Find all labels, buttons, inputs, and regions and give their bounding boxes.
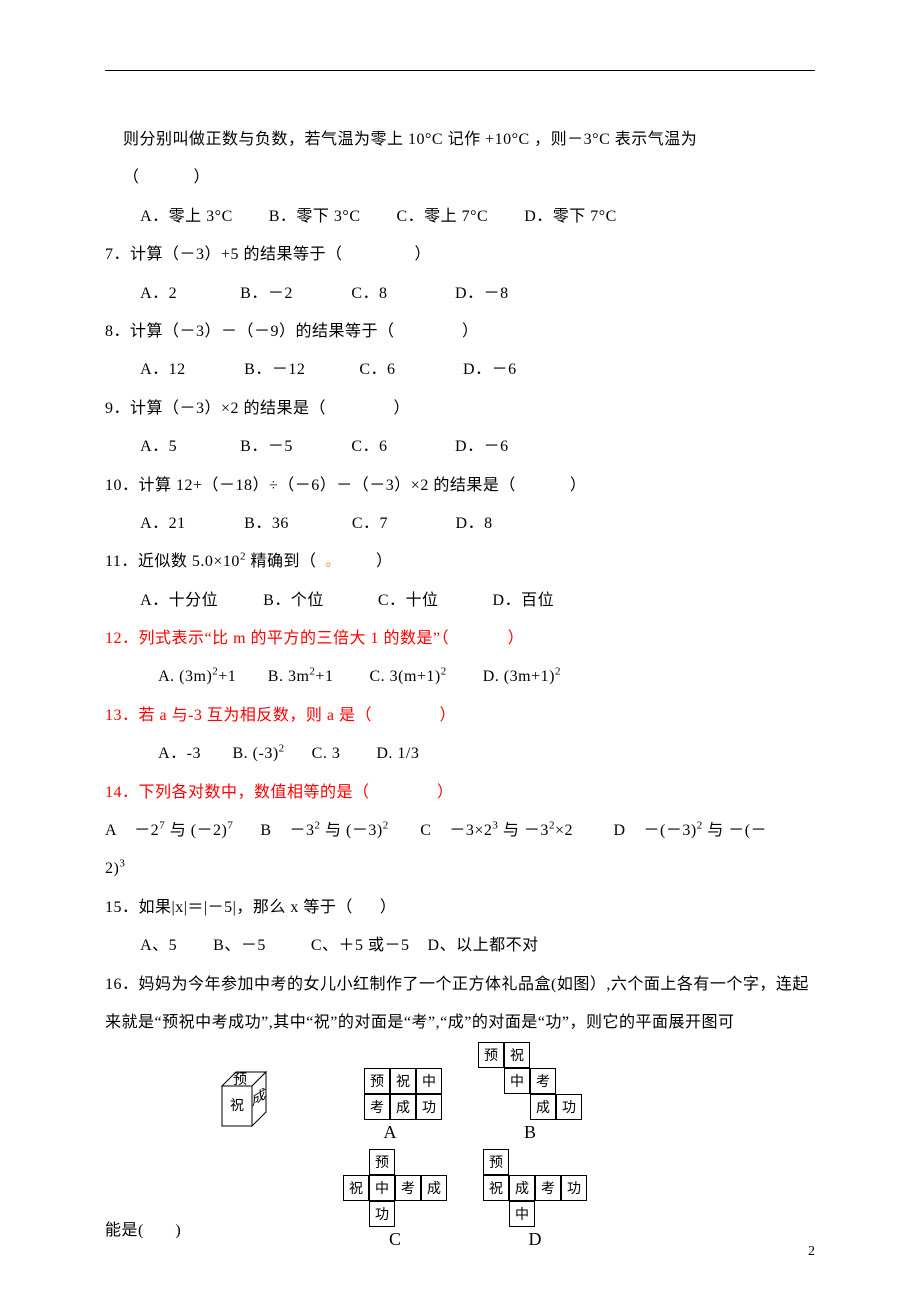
q16-stem-1: 16．妈妈为今年参加中考的女儿小红制作了一个正方体礼品盒(如图）,六个面上各有一… <box>105 966 815 1004</box>
q10-stem: 10．计算 12+（－18）÷（－6）－（－3）×2 的结果是（ ） <box>105 467 815 505</box>
q8-stem: 8．计算（－3）－（－9）的结果等于（ ） <box>105 313 815 351</box>
q15-opts: A、5 B、－5 C、＋5 或－5 D、以上都不对 <box>105 927 815 965</box>
net-c: 预 祝中考成 功 C <box>343 1149 447 1250</box>
q16-stem-2: 来就是“预祝中考成功”,其中“祝”的对面是“考”,“成”的对面是“功”，则它的平… <box>105 1004 815 1042</box>
q14-opts-1: A －27 与 (－2)7 B －32 与 (－3)2 C －3×23 与 －3… <box>105 812 815 850</box>
q12-opts: A. (3m)2+1 B. 3m2+1 C. 3(m+1)2 D. (3m+1)… <box>105 658 815 696</box>
svg-text:预: 预 <box>233 1072 247 1088</box>
q13-opts: A．-3 B. (-3)2 C. 3 D. 1/3 <box>105 735 815 773</box>
q6-opts: A．零上 3°C B．零下 3°C C．零上 7°C D．零下 7°C <box>105 198 815 236</box>
q7-stem: 7．计算（－3）+5 的结果等于（ ） <box>105 236 815 274</box>
page-top-rule <box>105 70 815 71</box>
svg-text:祝: 祝 <box>230 1098 244 1114</box>
q9-stem: 9．计算（－3）×2 的结果是（ ） <box>105 390 815 428</box>
page-number: 2 <box>808 1244 815 1260</box>
q14-stem: 14．下列各对数中，数值相等的是（ ） <box>105 774 815 812</box>
q10-opts: A．21 B．36 C．7 D．8 <box>105 505 815 543</box>
q12-stem: 12．列式表示“比 m 的平方的三倍大 1 的数是”（ ） <box>105 620 815 658</box>
figure-area: 预 祝 成 预祝中 考成功 A 预祝 中 <box>210 1042 815 1250</box>
net-a: 预祝中 考成功 A <box>338 1068 442 1143</box>
q11-stem: 11．近似数 5.0×102 精确到（ 。 ） <box>105 543 815 581</box>
q6-cont-paren: （ ） <box>105 159 815 197</box>
dot-icon: 。 <box>325 555 340 570</box>
q13-stem: 13．若 a 与-3 互为相反数，则 a 是（ ） <box>105 697 815 735</box>
net-d: 预 祝成考功 中 D <box>483 1149 587 1250</box>
q14-opts-2: 2)3 <box>105 850 815 888</box>
q9-opts: A．5 B．－5 C．6 D．－6 <box>105 428 815 466</box>
q16-tail: 能是( ) <box>105 1212 210 1250</box>
q11-opts: A．十分位 B．个位 C．十位 D．百位 <box>105 582 815 620</box>
q8-opts: A．12 B．－12 C．6 D．－6 <box>105 351 815 389</box>
q7-opts: A．2 B．－2 C．8 D．－8 <box>105 275 815 313</box>
net-b: 预祝 中考 成功 B <box>478 1042 582 1143</box>
cube-icon: 预 祝 成 <box>210 1058 290 1143</box>
q6-cont-1: 则分别叫做正数与负数，若气温为零上 10°C 记作 +10°C ，则－3°C 表… <box>105 121 815 159</box>
q15-stem: 15．如果|x|＝|－5|，那么 x 等于（ ） <box>105 889 815 927</box>
